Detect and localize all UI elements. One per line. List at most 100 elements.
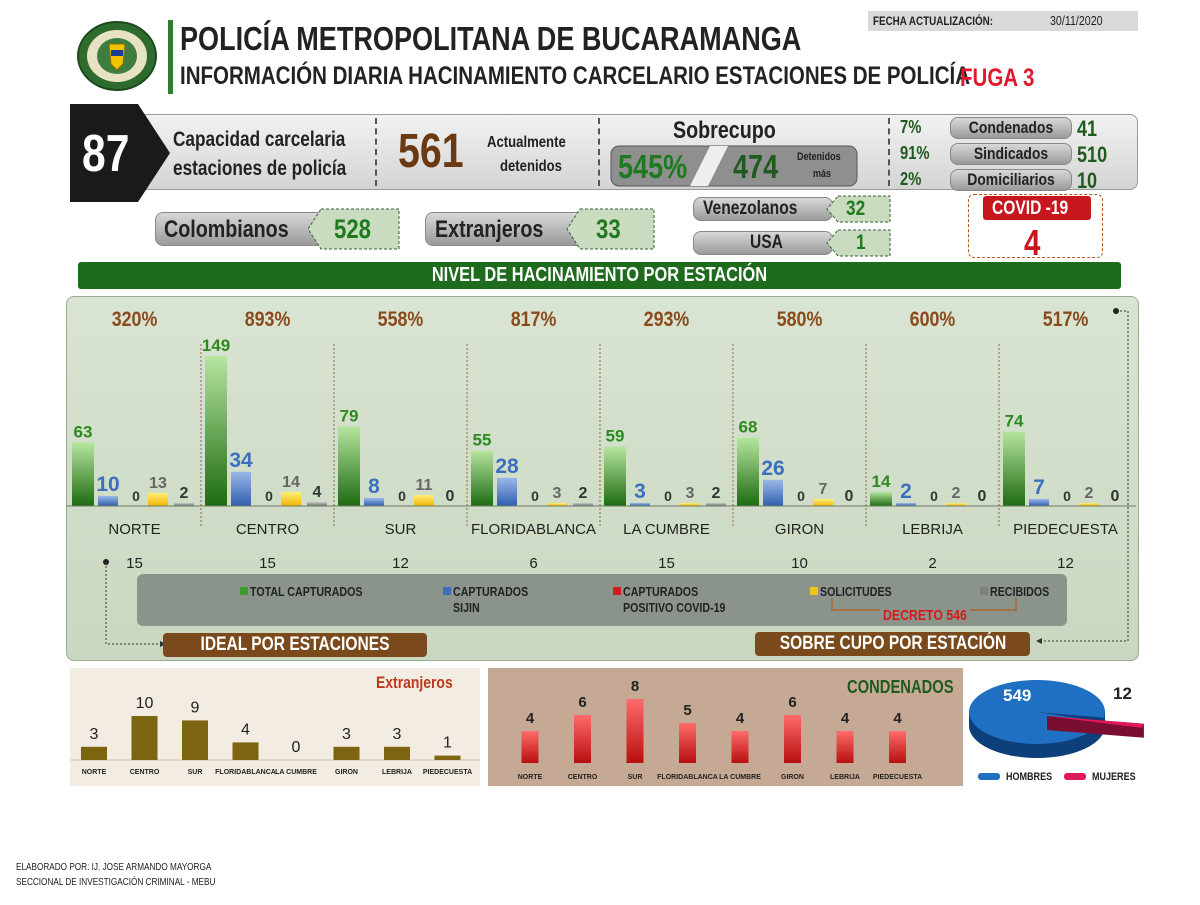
- bar-capturados-sijin: [763, 479, 783, 506]
- overcapacity-title: Sobrecupo: [673, 117, 776, 144]
- convicted-value-label: 8: [631, 678, 639, 695]
- convicted-value-label: 4: [736, 710, 745, 727]
- bar-value-label: 2: [579, 485, 588, 502]
- convicted-bar-chart: 4 NORTE 6 CENTRO 8 SUR 5 FLORIDABLANCA 4 LA CUMBR…: [518, 678, 922, 781]
- bar-solicitudes: [946, 503, 966, 506]
- bar-recibidos: [706, 503, 726, 506]
- bar-value-label: 3: [553, 485, 562, 502]
- bar-value-label: 7: [1033, 476, 1045, 499]
- foreigners-value-label: 0: [292, 739, 301, 756]
- status-label: Condenados: [968, 118, 1054, 137]
- summary-separator: [598, 118, 601, 186]
- ideal-capacity-label: 6: [529, 555, 537, 572]
- footer-author: ELABORADO POR: IJ. JOSE ARMANDO MAYORGA: [16, 862, 212, 873]
- convicted-bar: [731, 731, 749, 763]
- overcrowding-percent: 817%: [511, 308, 557, 332]
- bar-value-label: 2: [952, 485, 961, 502]
- footer-unit: SECCIONAL DE INVESTIGACIÓN CRIMINAL - ME…: [16, 877, 216, 888]
- page-subtitle: INFORMACIÓN DIARIA HACINAMIENTO CARCELAR…: [180, 62, 971, 90]
- foreigners-value-label: 3: [393, 726, 402, 743]
- bar-value-label: 0: [1063, 488, 1071, 504]
- extranjeros-pill: [425, 212, 590, 246]
- chart-legend: [137, 574, 1067, 626]
- bar-value-label: 0: [845, 488, 854, 505]
- foreigners-title: Extranjeros: [376, 673, 453, 692]
- foreigners-category-label: LEBRIJA: [382, 769, 412, 776]
- pie-label-mujeres: 12: [1113, 684, 1132, 703]
- convicted-value-label: 6: [578, 694, 586, 711]
- overcapacity-note-2: más: [813, 168, 832, 180]
- bar-capturados-sijin: [630, 502, 650, 506]
- capacity-label-1: Capacidad carcelaria: [173, 128, 346, 151]
- bar-capturados-sijin: [364, 497, 384, 506]
- bar-capturados-sijin: [98, 495, 118, 506]
- status-pill: [950, 117, 1072, 139]
- status-value: 10: [1077, 168, 1098, 193]
- update-date-bar: [868, 11, 1138, 31]
- overcapacity-note-1: Detenidos: [797, 151, 841, 163]
- section-banner-title: NIVEL DE HACINAMIENTO POR ESTACIÓN: [431, 264, 768, 286]
- bar-value-label: 0: [978, 488, 987, 505]
- colombianos-label: Colombianos: [164, 216, 289, 243]
- decreto-label: DECRETO 546: [883, 607, 967, 624]
- bar-value-label: 0: [797, 488, 805, 504]
- convicted-bar: [889, 731, 906, 763]
- usa-badge: [826, 229, 891, 257]
- legend-swatch-recibidos: [980, 587, 988, 595]
- bar-solicitudes: [680, 502, 700, 506]
- foreigners-bar: [434, 755, 461, 760]
- bar-total-capturados: [1003, 431, 1025, 506]
- bar-total-capturados: [72, 442, 94, 506]
- ideal-capacity-label: 15: [126, 555, 143, 572]
- legend-swatch-solicitudes: [810, 587, 818, 595]
- convicted-bar: [784, 715, 801, 763]
- overcapacity-pill: [610, 145, 858, 187]
- ideal-connector: [103, 559, 166, 647]
- bar-solicitudes: [281, 491, 301, 506]
- convicted-category-label: PIEDECUESTA: [873, 774, 922, 781]
- extranjeros-badge: [566, 208, 655, 250]
- foreigners-value-label: 9: [191, 699, 200, 716]
- station-label: SUR: [385, 521, 417, 538]
- bar-value-label: 0: [930, 488, 938, 504]
- status-value: 41: [1077, 116, 1098, 141]
- bar-value-label: 0: [398, 488, 406, 504]
- bar-value-label: 4: [313, 484, 322, 501]
- bar-value-label: 79: [340, 406, 359, 425]
- bar-value-label: 0: [1111, 488, 1120, 505]
- status-percent: 7%: [900, 117, 922, 137]
- foreigners-value-label: 1: [443, 735, 452, 752]
- bar-value-label: 34: [229, 449, 253, 472]
- station-bar-chart: 320%63100132NORTE15893%149340144CENTRO15…: [66, 308, 1136, 572]
- convicted-category-label: NORTE: [518, 774, 543, 781]
- status-label: Sindicados: [973, 144, 1049, 163]
- legend-hombres: HOMBRES: [1006, 771, 1053, 783]
- convicted-value-label: 4: [893, 710, 902, 727]
- bar-value-label: 63: [74, 423, 93, 442]
- legend-covid-2: POSITIVO COVID-19: [623, 600, 726, 615]
- station-label: LEBRIJA: [902, 521, 963, 538]
- overcapacity-station-label: SOBRE CUPO POR ESTACIÓN: [779, 633, 1007, 654]
- page-title: POLICÍA METROPOLITANA DE BUCARAMANGA: [180, 20, 802, 57]
- usa-label: USA: [750, 232, 783, 253]
- convicted-category-label: FLORIDABLANCA: [657, 774, 718, 781]
- legend-swatch-hombres: [978, 773, 1000, 780]
- venezolanos-pill: [693, 197, 833, 221]
- venezolanos-badge: [826, 195, 891, 223]
- convicted-category-label: CENTRO: [568, 774, 598, 781]
- bar-value-label: 149: [202, 336, 230, 355]
- bar-total-capturados: [737, 437, 759, 506]
- foreigners-value-label: 10: [136, 695, 154, 712]
- bar-value-label: 3: [634, 480, 646, 503]
- overcrowding-percent: 893%: [245, 308, 291, 332]
- bar-value-label: 2: [900, 480, 912, 503]
- covid-value: 4: [1024, 222, 1041, 263]
- decreto-bracket: [831, 598, 1017, 611]
- ideal-capacity-label: 12: [1057, 555, 1074, 572]
- foreigners-category-label: NORTE: [82, 769, 107, 776]
- bar-value-label: 2: [180, 485, 189, 502]
- covid-label: COVID -19: [992, 198, 1069, 219]
- bar-solicitudes: [414, 494, 434, 506]
- convicted-panel: [488, 668, 963, 786]
- title-divider: [168, 20, 173, 94]
